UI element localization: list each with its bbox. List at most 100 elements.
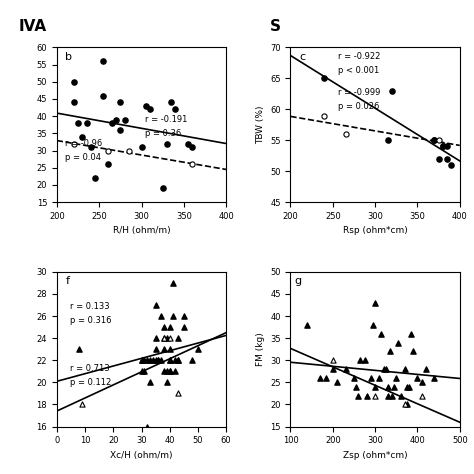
Point bbox=[410, 347, 417, 355]
Point bbox=[439, 143, 447, 150]
Point bbox=[117, 126, 124, 134]
Point bbox=[166, 334, 173, 342]
Point bbox=[395, 339, 402, 346]
Point bbox=[375, 374, 383, 382]
Point bbox=[194, 346, 202, 353]
Point bbox=[435, 137, 442, 144]
Point bbox=[157, 312, 165, 320]
Text: IVA: IVA bbox=[19, 19, 47, 34]
Text: c: c bbox=[299, 52, 305, 62]
Point bbox=[356, 356, 364, 364]
Point bbox=[146, 379, 154, 386]
Point bbox=[430, 137, 438, 144]
Point bbox=[163, 367, 171, 375]
Point bbox=[320, 112, 328, 119]
Point bbox=[316, 374, 324, 382]
Point bbox=[380, 365, 387, 373]
Point bbox=[163, 334, 171, 342]
Point bbox=[391, 383, 398, 391]
Point bbox=[143, 423, 151, 430]
Point bbox=[169, 312, 176, 320]
Point bbox=[403, 401, 410, 408]
Point bbox=[152, 356, 159, 364]
Point bbox=[146, 356, 154, 364]
Point bbox=[414, 374, 421, 382]
Point bbox=[141, 356, 148, 364]
Text: p = 0.112: p = 0.112 bbox=[71, 378, 112, 387]
Point bbox=[333, 379, 341, 386]
Point bbox=[104, 161, 111, 168]
Text: r = -0.922: r = -0.922 bbox=[338, 52, 380, 61]
Point bbox=[174, 356, 182, 364]
Point bbox=[160, 323, 168, 331]
Point bbox=[74, 119, 82, 127]
Point bbox=[166, 367, 173, 375]
Text: r = -0.96: r = -0.96 bbox=[65, 139, 102, 148]
Point bbox=[160, 367, 168, 375]
Point bbox=[125, 147, 133, 155]
Point bbox=[138, 356, 146, 364]
Point bbox=[152, 334, 159, 342]
Point bbox=[403, 383, 410, 391]
Point bbox=[320, 74, 328, 82]
Point bbox=[363, 392, 371, 400]
X-axis label: Zsp (ohm*cm): Zsp (ohm*cm) bbox=[343, 451, 408, 460]
Point bbox=[378, 330, 385, 337]
Point bbox=[70, 78, 78, 86]
Point bbox=[405, 383, 413, 391]
Point bbox=[155, 356, 162, 364]
Point bbox=[174, 334, 182, 342]
Point bbox=[323, 374, 330, 382]
Point bbox=[166, 323, 173, 331]
Point bbox=[397, 392, 404, 400]
Point bbox=[112, 116, 120, 123]
Point bbox=[174, 390, 182, 397]
Point bbox=[382, 365, 390, 373]
Point bbox=[172, 356, 179, 364]
Point bbox=[160, 334, 168, 342]
Point bbox=[180, 323, 188, 331]
Point bbox=[189, 356, 196, 364]
Point bbox=[104, 147, 111, 155]
Text: r = -0.191: r = -0.191 bbox=[145, 115, 187, 124]
Text: r = 0.133: r = 0.133 bbox=[71, 302, 110, 311]
Point bbox=[100, 92, 107, 100]
Point bbox=[163, 379, 171, 386]
Text: S: S bbox=[270, 19, 281, 34]
Point bbox=[180, 312, 188, 320]
Point bbox=[189, 143, 196, 151]
Point bbox=[384, 383, 392, 391]
Point bbox=[91, 174, 99, 182]
Text: p = 0.36: p = 0.36 bbox=[145, 128, 181, 137]
Point bbox=[367, 374, 375, 382]
Point bbox=[189, 161, 196, 168]
Point bbox=[87, 143, 94, 151]
Point bbox=[79, 133, 86, 141]
Point bbox=[371, 299, 379, 307]
Point bbox=[163, 140, 171, 147]
Point bbox=[361, 356, 368, 364]
Point bbox=[166, 356, 173, 364]
Text: r = 0.713: r = 0.713 bbox=[71, 364, 110, 373]
Point bbox=[350, 374, 358, 382]
Point bbox=[386, 347, 394, 355]
Point bbox=[384, 392, 392, 400]
Point bbox=[138, 356, 146, 364]
X-axis label: R/H (ohm/m): R/H (ohm/m) bbox=[113, 227, 170, 236]
Point bbox=[166, 346, 173, 353]
Point bbox=[100, 57, 107, 65]
Point bbox=[447, 161, 455, 169]
Point bbox=[70, 140, 78, 147]
Point bbox=[149, 356, 156, 364]
Point bbox=[152, 346, 159, 353]
Y-axis label: TBW (%): TBW (%) bbox=[255, 106, 264, 144]
Point bbox=[355, 392, 362, 400]
Text: g: g bbox=[294, 276, 301, 286]
Text: f: f bbox=[65, 276, 69, 286]
Point bbox=[371, 392, 379, 400]
Point bbox=[142, 102, 150, 109]
Point bbox=[138, 367, 146, 375]
Point bbox=[329, 365, 337, 373]
Point bbox=[172, 106, 179, 113]
Point bbox=[79, 401, 86, 408]
